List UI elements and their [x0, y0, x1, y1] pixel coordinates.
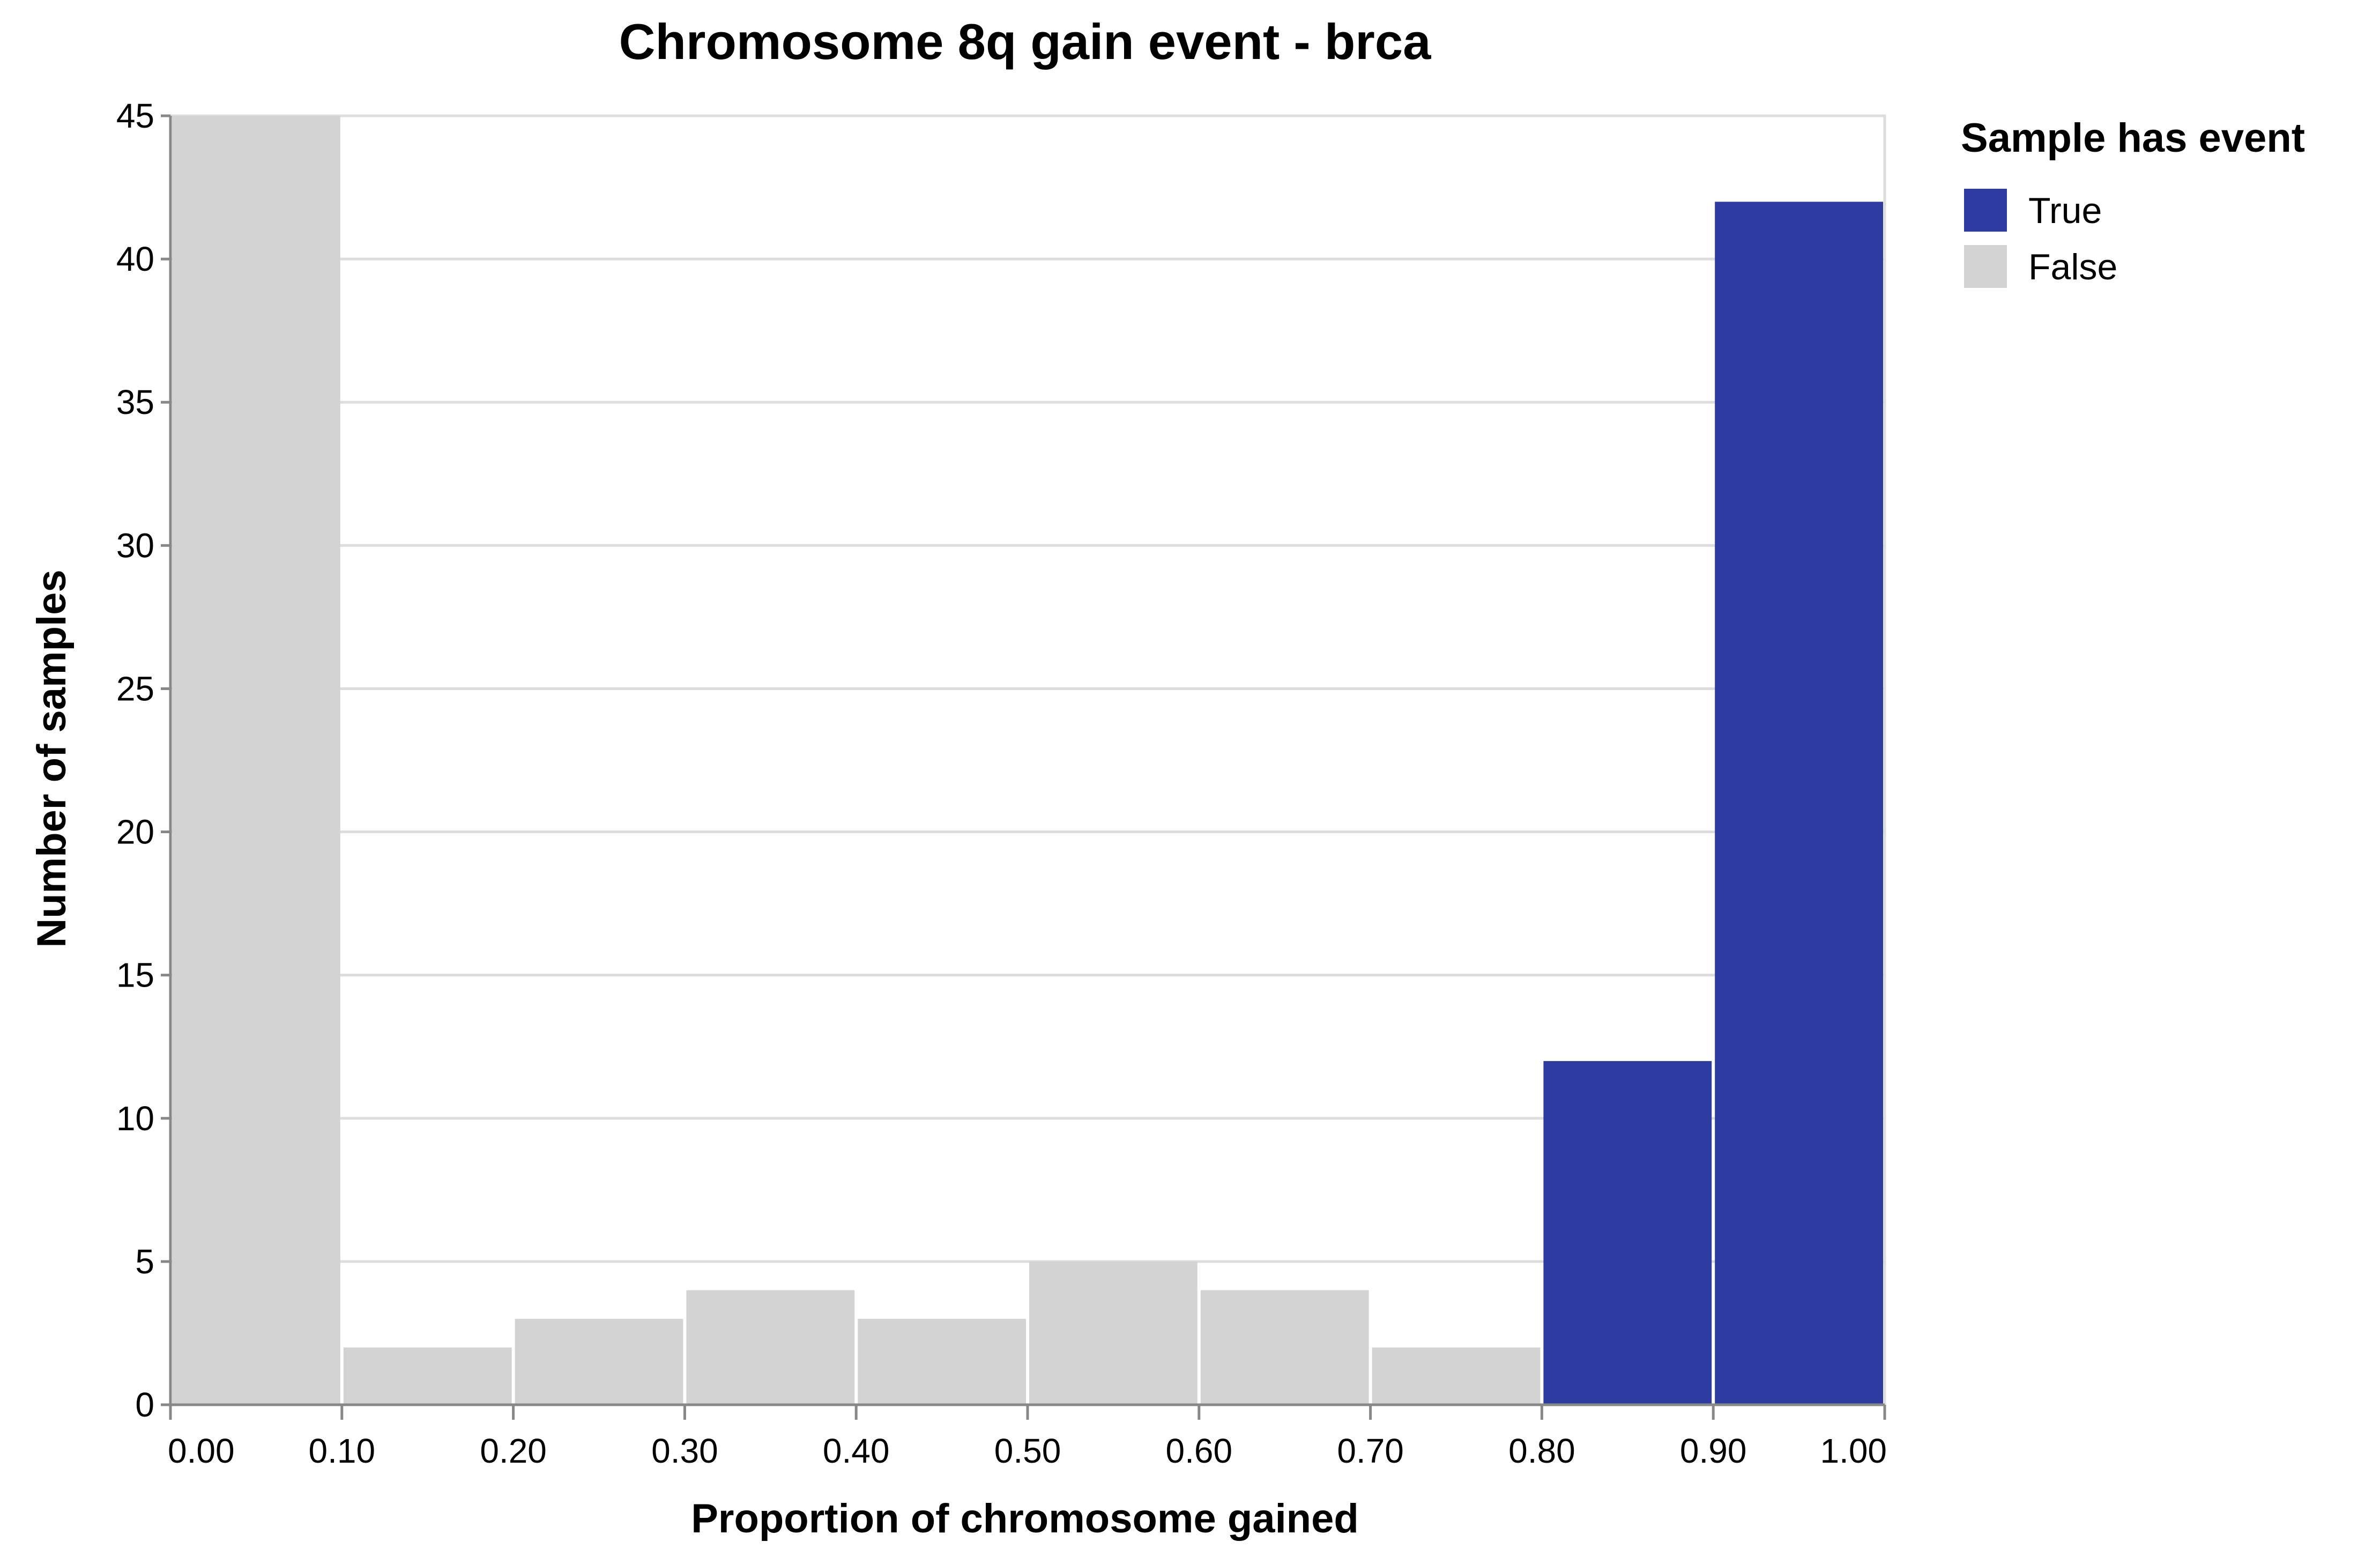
bar-no-event — [686, 1290, 855, 1405]
x-tick-label: 0.50 — [994, 1432, 1061, 1470]
x-tick-label: 0.30 — [651, 1432, 718, 1470]
y-tick-label: 30 — [116, 526, 154, 565]
axes: 0 5 10 15 20 25 30 35 40 45 0.00 0.10 0.20 0.30 0.40 0.… — [116, 97, 1887, 1470]
x-tick-label: 0.90 — [1680, 1432, 1747, 1470]
bar-has-event — [1543, 1061, 1712, 1405]
x-tick-label: 0.70 — [1337, 1432, 1404, 1470]
bar-no-event — [1029, 1261, 1198, 1405]
x-tick-label: 0.60 — [1166, 1432, 1233, 1470]
x-axis-title: Proportion of chromosome gained — [691, 1496, 1359, 1541]
x-tick-label: 0.10 — [309, 1432, 376, 1470]
legend-swatch — [1964, 245, 2007, 288]
bar-has-event — [1715, 202, 1883, 1405]
bar-no-event — [858, 1318, 1026, 1405]
bars — [172, 116, 1883, 1405]
legend-title: Sample has event — [1961, 115, 2305, 161]
bar-no-event — [1372, 1347, 1541, 1405]
y-tick-label: 40 — [116, 240, 154, 278]
x-tick-label: 0.00 — [168, 1432, 235, 1470]
x-tick-label: 0.20 — [480, 1432, 547, 1470]
x-tick-label: 0.80 — [1508, 1432, 1575, 1470]
legend: Sample has event True False — [1961, 115, 2305, 288]
legend-label: False — [2028, 247, 2117, 287]
y-tick-label: 15 — [116, 956, 154, 995]
x-tick-label: 0.40 — [823, 1432, 890, 1470]
y-tick-label: 5 — [135, 1242, 154, 1281]
chart-title: Chromosome 8q gain event - brca — [619, 13, 1432, 70]
bar-no-event — [343, 1347, 512, 1405]
y-axis-title: Number of samples — [29, 569, 75, 947]
x-tick-label: 1.00 — [1820, 1432, 1887, 1470]
legend-items: True False — [1964, 189, 2117, 288]
y-tick-label: 0 — [135, 1385, 154, 1424]
y-tick-label: 10 — [116, 1099, 154, 1138]
bar-no-event — [1200, 1290, 1369, 1405]
y-tick-label: 25 — [116, 669, 154, 708]
y-tick-label: 45 — [116, 97, 154, 135]
legend-swatch — [1964, 189, 2007, 232]
y-tick-label: 20 — [116, 813, 154, 851]
legend-label: True — [2028, 190, 2102, 231]
bar-no-event — [515, 1318, 683, 1405]
y-tick-label: 35 — [116, 383, 154, 421]
bar-no-event — [172, 116, 340, 1405]
